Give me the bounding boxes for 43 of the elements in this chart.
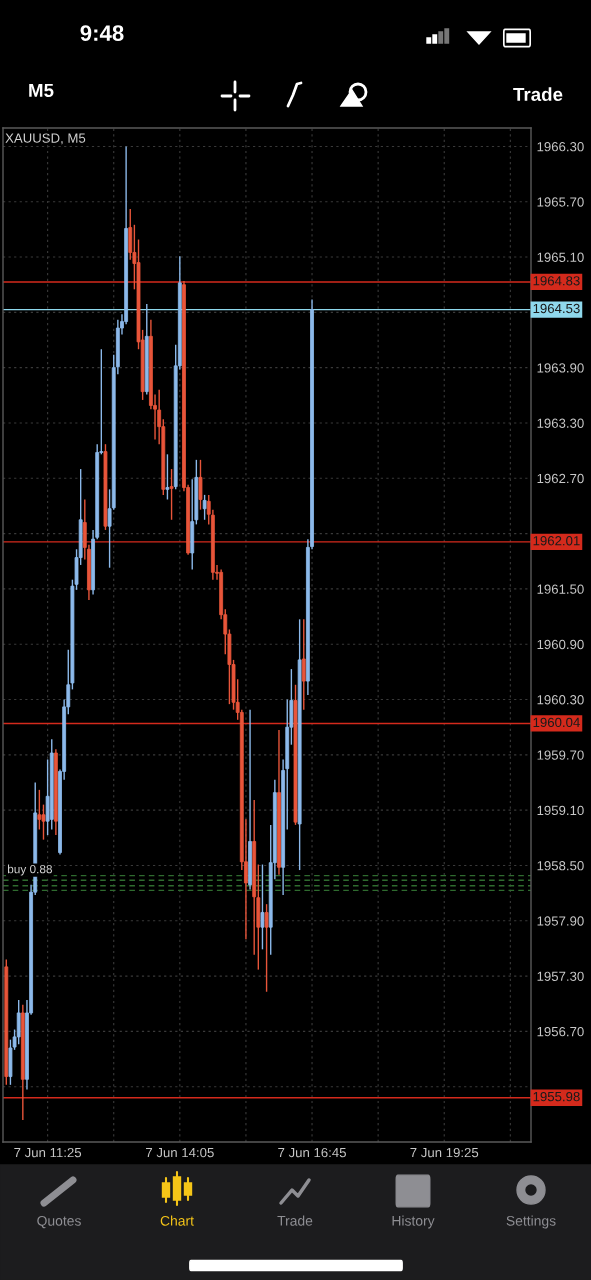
text: M5: [29, 83, 54, 98]
candlestick: [202, 494, 207, 521]
y-tick-label: 1966.30: [537, 142, 584, 152]
ref-line-label: 1955.98: [533, 1091, 580, 1102]
candlestick: [37, 789, 42, 831]
y-tick-label: 1958.50: [537, 861, 584, 871]
y-tick-label: 1963.90: [537, 363, 584, 373]
x-tick-label: 7 Jun 14:05: [146, 1147, 214, 1158]
candlestick: [16, 999, 21, 1045]
ref-line-label: 1960.04: [533, 717, 580, 728]
y-tick-label: 1956.70: [537, 1026, 584, 1037]
text: History: [392, 1215, 435, 1229]
y-tick-label: 1965.70: [537, 197, 584, 207]
text: Trade: [277, 1215, 313, 1226]
text: Settings: [506, 1215, 556, 1229]
ref-line-label: buy 0.88: [7, 864, 52, 876]
y-tick-label: 1962.70: [537, 473, 584, 484]
y-tick-label: 1963.30: [537, 418, 584, 428]
y-tick-label: 1959.10: [537, 805, 584, 816]
text: 9:48: [80, 25, 124, 41]
ref-line-label: 1964.53: [533, 303, 580, 314]
y-tick-label: 1960.30: [537, 695, 584, 705]
x-tick-label: 7 Jun 19:25: [410, 1147, 479, 1158]
text: Chart: [160, 1215, 194, 1226]
chart-title: XAUUSD, M5: [5, 133, 86, 145]
y-tick-label: 1965.10: [537, 252, 584, 262]
y-tick-label: 1957.30: [537, 971, 584, 981]
candlestick: [198, 459, 203, 511]
candlestick: [260, 863, 265, 951]
y-tick-label: 1961.50: [537, 584, 584, 594]
x-tick-label: 7 Jun 11:25: [14, 1147, 82, 1158]
y-tick-label: 1957.90: [537, 916, 584, 926]
candlestick: [165, 453, 170, 501]
candlestick: [301, 618, 306, 711]
ref-line-label: 1962.01: [533, 536, 580, 546]
candlestick: [169, 468, 174, 521]
text: Quotes: [37, 1215, 81, 1229]
x-tick-label: 7 Jun 16:45: [278, 1147, 346, 1158]
candlestick: [264, 903, 269, 993]
text: Trade: [513, 87, 563, 102]
ref-line-label: 1964.83: [533, 276, 580, 286]
y-tick-label: 1960.90: [537, 639, 584, 650]
y-tick-label: 1959.70: [537, 750, 584, 760]
